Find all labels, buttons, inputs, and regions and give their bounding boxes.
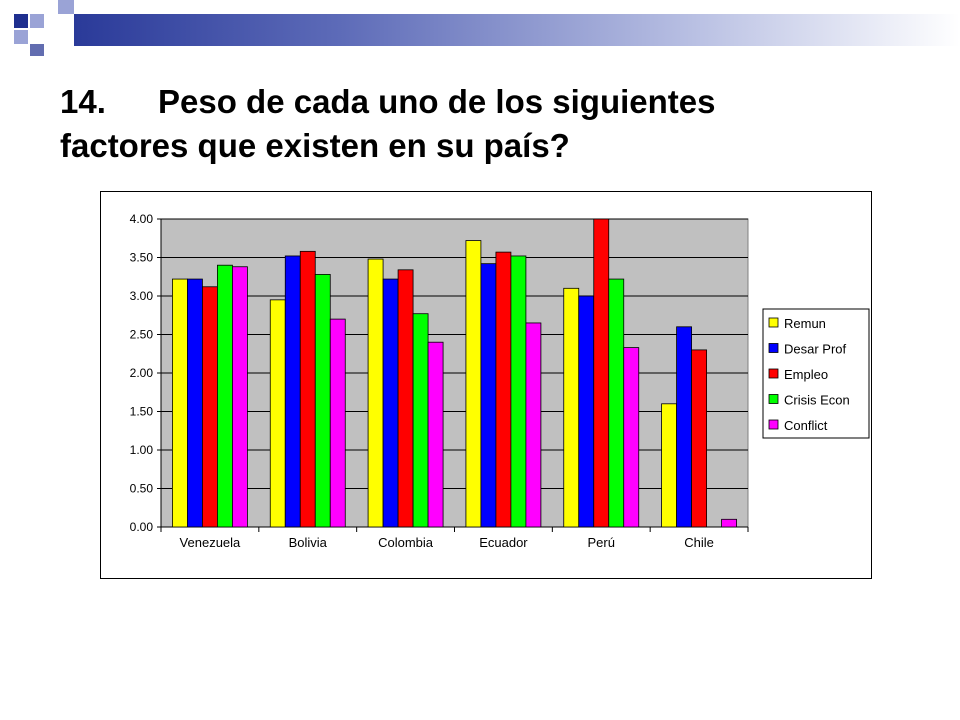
bar-desar-prof xyxy=(578,295,595,528)
bar-conflict xyxy=(525,322,542,528)
x-tick-label: Chile xyxy=(684,535,714,550)
y-tick-label: 0.50 xyxy=(130,482,154,496)
legend-label: Desar Prof xyxy=(784,342,847,357)
deco-square-light xyxy=(58,0,74,14)
deco-square-dark xyxy=(30,44,44,56)
legend-swatch xyxy=(768,343,779,353)
deco-square-light xyxy=(14,30,28,44)
legend-label: Empleo xyxy=(784,367,828,382)
legend-swatch xyxy=(768,394,779,404)
bar-empleo xyxy=(202,286,218,528)
bar-empleo xyxy=(397,269,414,528)
chart-container: 0.00 0.50 1.00 1.50 2.00 2.50 3.00 3.50 4.00 Vene… xyxy=(100,191,872,579)
bar-desar-prof xyxy=(480,263,497,528)
y-tick-label: 2.00 xyxy=(130,366,154,380)
y-tick-label: 3.00 xyxy=(130,289,154,303)
x-tick-label: Ecuador xyxy=(479,535,528,550)
bar-desar-prof xyxy=(187,278,203,528)
deco-square-light xyxy=(30,14,44,28)
bar-empleo xyxy=(691,349,707,528)
deco-square-dark xyxy=(14,14,28,28)
legend xyxy=(762,308,870,439)
bar-desar-prof xyxy=(676,326,692,528)
x-tick-label: Venezuela xyxy=(180,535,241,550)
legend-label: Conflict xyxy=(784,418,828,433)
bar-chart: 0.00 0.50 1.00 1.50 2.00 2.50 3.00 3.50 4.00 Vene… xyxy=(130,212,870,550)
bar-empleo xyxy=(299,250,316,528)
bar-conflict xyxy=(232,266,248,528)
y-tick-label: 1.00 xyxy=(130,443,154,457)
bar-desar-prof xyxy=(382,278,399,528)
bar-empleo xyxy=(495,251,512,528)
legend-swatch xyxy=(768,317,779,328)
bar-remun xyxy=(172,278,188,528)
bar-remun xyxy=(269,299,286,528)
bar-conflict xyxy=(427,341,444,528)
legend-swatch xyxy=(768,419,779,430)
x-tick-label: Colombia xyxy=(378,535,434,550)
y-tick-label: 3.50 xyxy=(130,251,154,265)
title-bar-gradient xyxy=(74,14,960,46)
bar-desar-prof xyxy=(284,255,301,528)
x-tick-label: Perú xyxy=(588,535,615,550)
bar-remun xyxy=(563,287,580,528)
slide-title: 14. Peso de cada uno de los siguientes fa… xyxy=(60,80,920,168)
bar-remun xyxy=(465,240,482,528)
y-tick-label: 0.00 xyxy=(130,520,154,534)
bar-crisis-econ xyxy=(608,278,625,528)
y-tick-label: 4.00 xyxy=(130,212,154,226)
bar-remun xyxy=(661,403,677,528)
y-tick-label: 1.50 xyxy=(130,405,154,419)
title-line-1: Peso de cada uno de los siguientes xyxy=(158,83,716,120)
bar-conflict xyxy=(329,318,346,528)
bar-crisis-econ xyxy=(510,255,527,528)
bar-conflict xyxy=(623,347,640,528)
x-tick-label: Bolivia xyxy=(289,535,328,550)
bar-crisis-econ xyxy=(217,264,233,528)
title-line-2: factores que existen en su país? xyxy=(60,127,570,164)
bar-remun xyxy=(367,258,384,528)
y-tick-label: 2.50 xyxy=(130,328,154,342)
bar-crisis-econ xyxy=(314,274,331,528)
bar-crisis-econ xyxy=(412,313,429,528)
legend-label: Crisis Econ xyxy=(784,393,850,408)
legend-label: Remun xyxy=(784,316,826,331)
title-number: 14. xyxy=(60,83,106,120)
bar-empleo xyxy=(593,218,610,528)
bar-conflict xyxy=(721,518,737,528)
legend-swatch xyxy=(768,368,779,379)
